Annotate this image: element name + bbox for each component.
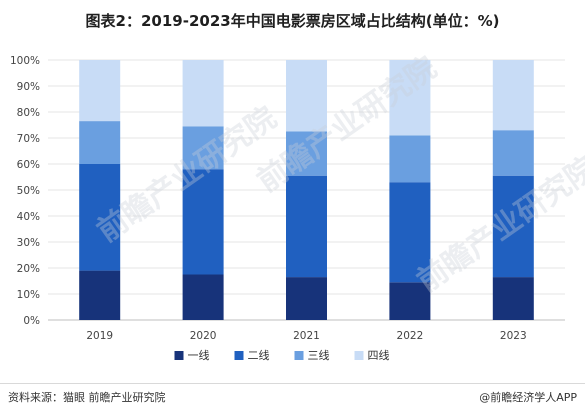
bar-segment-4	[79, 60, 121, 122]
bar-segment-1	[286, 277, 327, 320]
legend-label: 一线	[188, 348, 210, 362]
y-tick-label: 80%	[17, 107, 40, 119]
legend-swatch	[354, 351, 364, 360]
legend-swatch	[234, 351, 244, 360]
legend-label: 四线	[368, 348, 390, 362]
x-tick-label: 2021	[293, 330, 320, 342]
bar-segment-3	[182, 126, 224, 170]
y-tick-label: 0%	[23, 315, 40, 327]
legend-label: 二线	[248, 348, 270, 362]
legend-label: 三线	[308, 348, 330, 362]
bar-segment-2	[79, 164, 121, 271]
bar-segment-1	[492, 277, 534, 320]
bar-segment-2	[182, 169, 224, 275]
y-tick-label: 100%	[10, 55, 40, 67]
x-tick-label: 2020	[190, 330, 217, 342]
source-note: 资料来源：猫眼 前瞻产业研究院	[8, 391, 166, 404]
bar-segment-3	[492, 130, 534, 176]
y-tick-label: 60%	[17, 159, 40, 171]
bar-segment-4	[286, 60, 327, 132]
x-tick-label: 2019	[86, 330, 113, 342]
brand-credit: @前瞻经济学人APP	[479, 391, 577, 404]
bar-segment-3	[79, 121, 121, 164]
y-tick-label: 20%	[17, 263, 40, 275]
x-tick-label: 2022	[397, 330, 424, 342]
legend-swatch	[174, 351, 184, 360]
y-tick-label: 50%	[17, 185, 40, 197]
y-tick-label: 40%	[17, 211, 40, 223]
bar-segment-4	[182, 60, 224, 127]
bar-segment-2	[286, 175, 327, 278]
y-tick-label: 10%	[17, 289, 40, 301]
bar-segment-2	[492, 175, 534, 278]
footer-divider	[0, 383, 585, 384]
y-tick-label: 30%	[17, 237, 40, 249]
bar-segment-4	[492, 60, 534, 131]
y-tick-label: 70%	[17, 133, 40, 145]
x-tick-label: 2023	[500, 330, 527, 342]
bar-segment-1	[182, 274, 224, 320]
bar-segment-1	[79, 270, 121, 320]
bar-segment-3	[286, 131, 327, 176]
chart-title: 图表2：2019-2023年中国电影票房区域占比结构(单位：%)	[85, 12, 500, 30]
bar-segment-3	[389, 135, 431, 183]
y-tick-label: 90%	[17, 81, 40, 93]
bar-segment-4	[389, 60, 431, 136]
legend-swatch	[294, 351, 304, 360]
bar-segment-2	[389, 182, 431, 283]
bar-segment-1	[389, 282, 431, 320]
